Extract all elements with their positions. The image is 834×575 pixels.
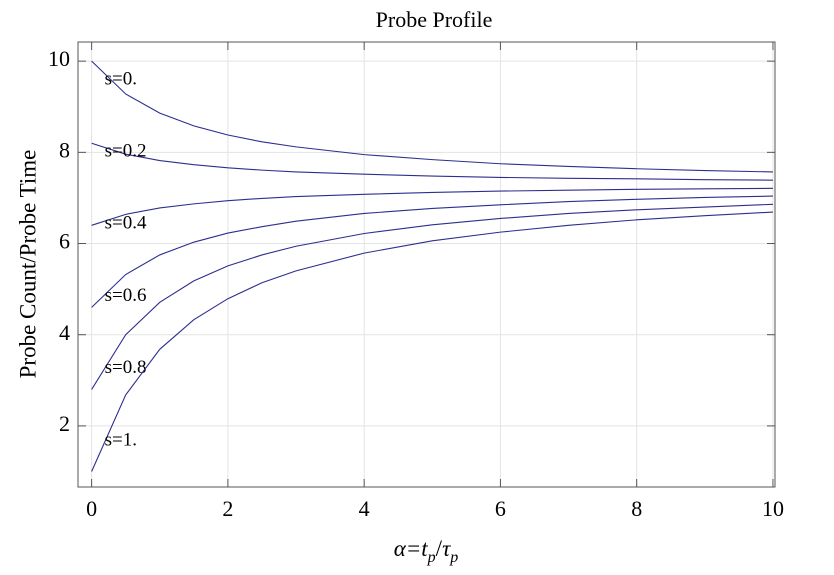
x-tick-label: 8 [631,496,642,521]
y-tick-label: 4 [59,320,70,345]
x-tick-label: 2 [222,496,233,521]
x-label-part: p [449,549,458,566]
curve-label: s=0.4 [105,213,147,234]
series-line [91,142,773,181]
curve-label: s=0.2 [105,141,147,162]
x-label-part: α= [394,536,422,561]
x-tick-label: 6 [495,496,506,521]
x-axis-label: α=tp/τp [394,536,459,566]
x-label-part: τ [442,536,451,561]
y-axis-label: Probe Count/Probe Time [15,150,40,379]
x-tick-label: 10 [762,496,784,521]
x-tick-label: 4 [359,496,370,521]
curve-label: s=0. [105,68,137,89]
plot-frame [77,41,776,488]
x-tick-label: 0 [86,496,97,521]
series-line [91,203,773,390]
curve-label: s=0.8 [105,357,147,378]
y-tick-label: 2 [59,411,70,436]
series-line [91,187,773,226]
x-label-part: / [436,536,443,561]
y-tick-label: 10 [48,46,70,71]
series-line [91,211,773,472]
y-tick-label: 6 [59,229,70,254]
chart-title: Probe Profile [376,7,493,32]
x-label-part: t [421,536,428,561]
curve-label: s=1. [105,429,137,450]
series-line [91,60,773,173]
y-tick-label: 8 [59,137,70,162]
series-line [91,195,773,308]
curve-label: s=0.6 [105,285,147,306]
x-label-part: p [427,549,436,566]
